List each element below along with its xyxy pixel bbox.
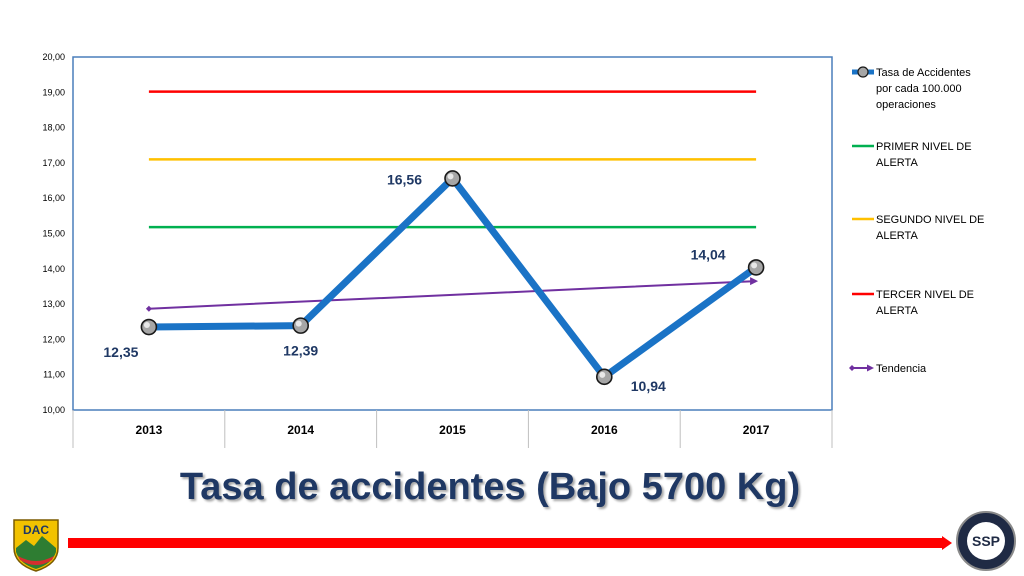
series-layer: 12,35 12,39 16,56 10,94 14,04 [103,90,765,394]
legend-label: PRIMER NIVEL DE [876,141,972,153]
legend-label: ALERTA [876,305,918,317]
legend-label: SEGUNDO NIVEL DE [876,214,984,226]
series-line-tendencia [148,280,757,310]
y-tick-label: 17,00 [42,158,65,168]
dac-logo: DAC [13,519,59,572]
legend-label: TERCER NIVEL DE [876,289,974,301]
slide-title: Tasa de accidentes (Bajo 5700 Kg) [179,466,801,508]
data-point-highlight [447,173,454,180]
plot-area [72,56,833,411]
red-divider-bar [68,538,942,548]
y-axis: 10,00 11,00 12,00 13,00 14,00 15,00 16,00 17,00… [42,52,65,415]
x-tick-label: 2016 [591,423,618,437]
y-tick-label: 16,00 [42,193,65,203]
y-tick-label: 11,00 [43,370,65,380]
data-point-highlight [143,322,150,329]
y-tick-label: 10,00 [42,405,65,415]
x-tick-label: 2013 [136,423,163,437]
legend-label: operaciones [876,99,936,111]
x-tick-label: 2015 [439,423,466,437]
legend-arrow-tendencia [867,364,874,372]
tendencia-point [145,305,152,312]
data-point-highlight [751,262,758,269]
data-label: 14,04 [691,246,726,262]
ssp-logo-text: SSP [972,533,1000,549]
x-tick-label: 2017 [743,423,770,437]
data-point-highlight [599,371,606,378]
dac-logo-text: DAC [23,523,49,537]
y-tick-label: 14,00 [42,264,65,274]
x-axis: 2013 2014 2015 2016 2017 [72,410,833,448]
legend-label: Tasa de Accidentes [876,67,971,79]
y-tick-label: 19,00 [42,87,65,97]
legend: Tasa de Accidentes por cada 100.000 operac… [849,66,984,375]
y-tick-label: 18,00 [42,123,65,133]
y-tick-label: 20,00 [42,52,65,62]
data-point-highlight [295,320,302,327]
ssp-logo: SSP [956,511,1016,571]
legend-label: ALERTA [876,157,918,169]
tendencia-arrow [750,277,759,286]
legend-label: por cada 100.000 [876,83,962,95]
legend-label: Tendencia [876,363,927,375]
data-label: 12,35 [103,344,138,360]
chart: 10,00 11,00 12,00 13,00 14,00 15,00 16,00 17,00… [42,52,984,448]
data-label: 12,39 [283,343,318,359]
legend-marker-tasa [857,66,869,78]
red-divider-arrow [942,536,952,550]
y-tick-label: 12,00 [42,334,65,344]
y-tick-label: 13,00 [42,299,65,309]
legend-label: ALERTA [876,230,918,242]
data-label: 10,94 [631,378,666,394]
data-label: 16,56 [387,171,422,187]
legend-marker-tendencia [849,365,855,371]
x-tick-label: 2014 [287,423,314,437]
y-tick-label: 15,00 [42,229,65,239]
